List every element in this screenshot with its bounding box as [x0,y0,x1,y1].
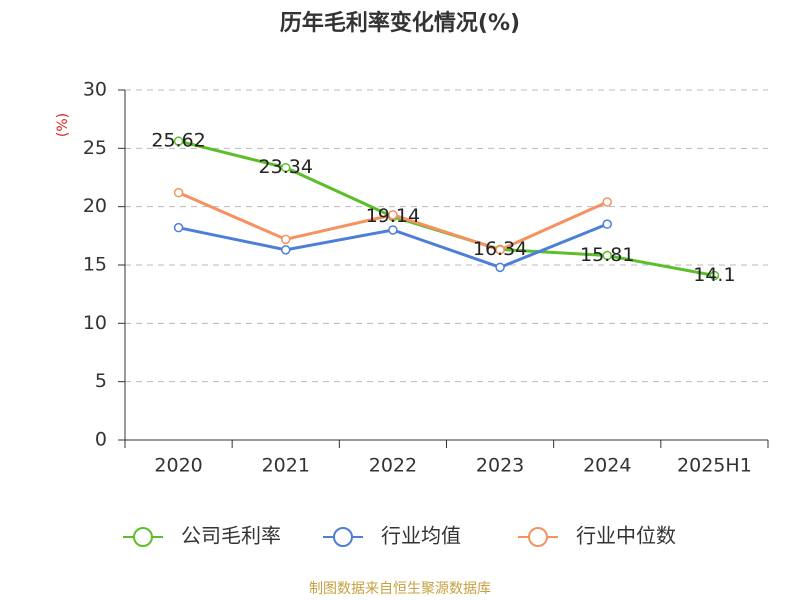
x-tick-label: 2025H1 [677,455,752,477]
point [602,219,612,229]
y-axis-label: (%) [55,113,71,137]
x-tick-label: 2021 [262,455,310,477]
chart-title: 历年毛利率变化情况(%) [280,10,520,36]
point [709,270,720,281]
y-tick-label: 20 [83,195,107,217]
point [602,197,612,207]
legend-label: 行业均值 [381,524,461,548]
point [281,245,291,255]
x-tick-label: 2024 [583,455,631,477]
data-label: 15.81 [580,244,634,266]
source-note: 制图数据来自恒生聚源数据库 [309,581,491,597]
x-tick-label: 2023 [476,455,524,477]
y-tick-label: 15 [83,254,107,276]
point [173,136,184,146]
point [495,262,505,273]
data-label: 25.62 [151,130,205,152]
point [281,234,291,245]
y-tick-label: 5 [95,370,107,392]
y-tick-label: 30 [83,79,107,101]
point [281,162,291,173]
x-tick-label: 2020 [154,455,202,477]
data-label: 19.14 [366,205,420,227]
y-tick-label: 0 [95,429,107,451]
legend-marker [133,527,153,547]
data-label: 14.1 [693,264,735,286]
point [388,210,398,220]
point [173,222,184,233]
x-tick-label: 2022 [369,455,417,477]
legend-label: 公司毛利率 [181,524,281,548]
data-label: 23.34 [259,156,313,178]
y-tick-label: 25 [83,137,107,159]
point [495,245,505,255]
data-label: 16.34 [473,238,527,260]
point [388,225,398,235]
y-tick-label: 10 [83,312,107,334]
point [602,250,612,261]
legend-marker [333,527,353,547]
legend-label: 行业中位数 [576,524,676,548]
point [173,187,184,198]
legend-marker [528,527,548,547]
